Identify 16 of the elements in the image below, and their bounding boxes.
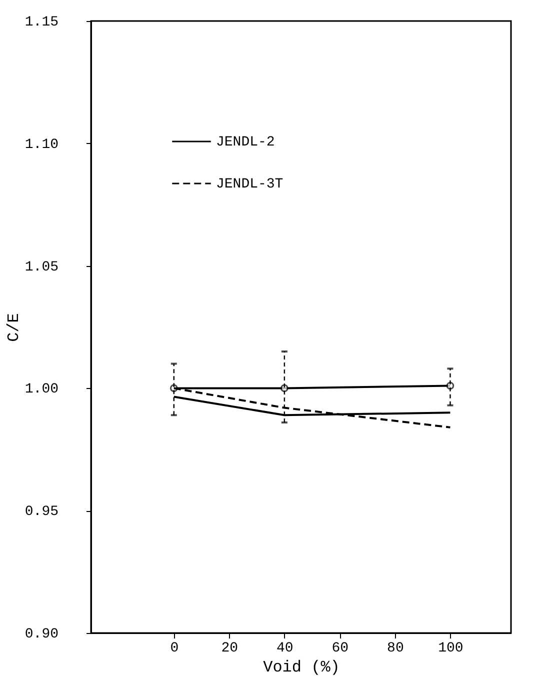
y-tick-label: 0.90: [24, 626, 58, 642]
legend-label: JENDL-3T: [216, 176, 284, 192]
y-tick-label: 1.15: [24, 14, 58, 30]
y-axis-title: C/E: [4, 313, 23, 342]
y-tick-label: 1.00: [24, 382, 58, 398]
legend-label: JENDL-2: [216, 134, 275, 150]
y-tick-label: 1.10: [24, 136, 58, 153]
x-tick-label: 80: [387, 640, 404, 656]
x-tick-label: 20: [221, 640, 238, 656]
x-tick-label: 100: [438, 640, 464, 656]
x-tick-label: 40: [276, 640, 294, 656]
x-tick-label: 0: [170, 640, 179, 656]
x-tick-label: 60: [332, 640, 349, 656]
x-axis-title: Void (%): [263, 658, 340, 676]
y-tick-label: 1.05: [24, 259, 58, 276]
y-tick-label: 0.95: [24, 504, 58, 520]
